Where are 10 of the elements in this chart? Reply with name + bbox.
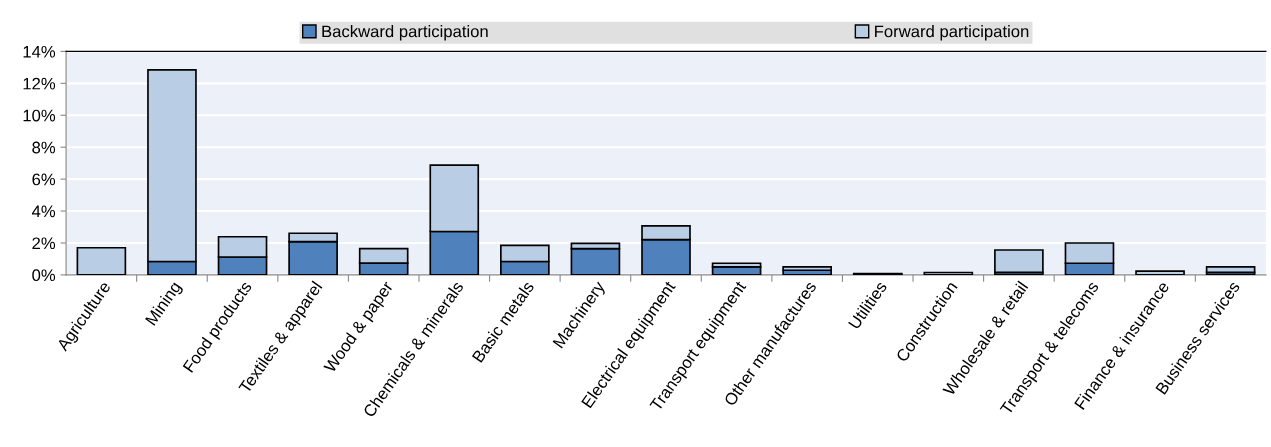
legend-label: Backward participation — [322, 25, 488, 41]
y-tick-label: 14% — [23, 45, 56, 58]
y-tick-label: 0% — [32, 269, 56, 282]
y-tick-label: 8% — [32, 141, 56, 154]
y-tick-label: 2% — [32, 237, 56, 250]
legend-label: Forward participation — [875, 25, 1029, 41]
y-tick-label: 4% — [31, 205, 56, 218]
y-tick-label: 6% — [32, 173, 56, 186]
y-tick-label: 12% — [23, 77, 56, 90]
y-tick-label: 10% — [23, 109, 56, 122]
